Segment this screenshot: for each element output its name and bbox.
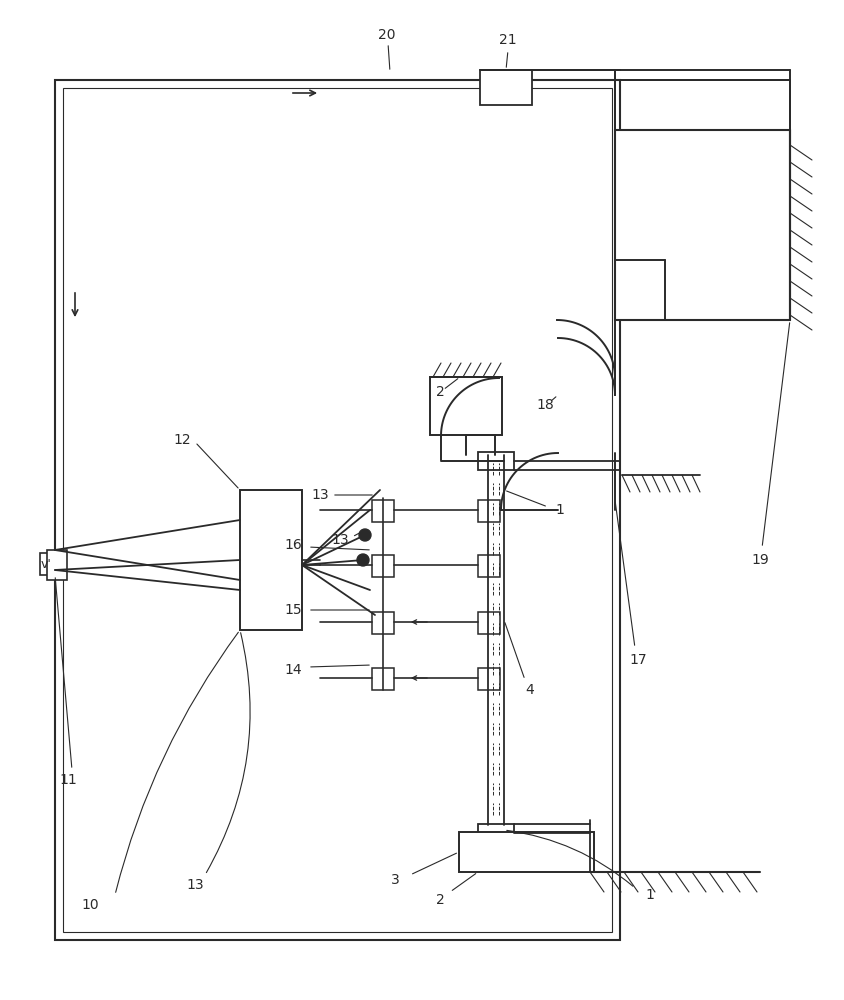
Bar [478, 555, 500, 577]
Text: 1: 1 [555, 503, 564, 517]
Text: 17: 17 [629, 653, 646, 667]
Bar [371, 668, 393, 690]
Text: 13: 13 [186, 878, 203, 892]
Bar [478, 668, 500, 690]
Text: 11: 11 [59, 773, 77, 787]
Text: 15: 15 [284, 603, 301, 617]
Bar [240, 490, 301, 630]
Bar [478, 500, 500, 522]
Text: 2: 2 [436, 893, 444, 907]
Bar [478, 612, 500, 634]
Text: 19: 19 [750, 553, 768, 567]
Text: 10: 10 [81, 898, 99, 912]
Text: 20: 20 [378, 28, 395, 42]
Text: 21: 21 [499, 33, 517, 47]
Text: 1: 1 [645, 888, 653, 902]
Text: 13: 13 [331, 533, 349, 547]
Text: v': v' [41, 558, 52, 572]
Text: 12: 12 [173, 433, 191, 447]
Bar [371, 612, 393, 634]
Bar [47, 550, 67, 580]
Bar [63, 88, 611, 932]
Text: 14: 14 [284, 663, 301, 677]
Bar [614, 130, 789, 320]
Bar [55, 80, 619, 940]
Bar [458, 832, 593, 872]
Text: 16: 16 [284, 538, 301, 552]
Bar [478, 824, 513, 842]
Bar [40, 553, 60, 575]
Text: 18: 18 [535, 398, 553, 412]
Text: 4: 4 [525, 683, 533, 697]
Circle shape [356, 554, 369, 566]
Bar [371, 500, 393, 522]
Bar [479, 70, 532, 105]
Bar [371, 555, 393, 577]
Bar [430, 377, 501, 435]
Text: 13: 13 [311, 488, 328, 502]
Text: 2: 2 [436, 385, 444, 399]
Circle shape [359, 529, 371, 541]
Text: 3: 3 [390, 873, 399, 887]
Bar [478, 452, 513, 470]
